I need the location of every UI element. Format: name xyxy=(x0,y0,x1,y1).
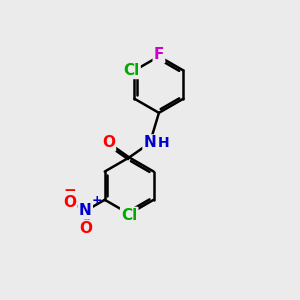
Text: H: H xyxy=(158,136,170,149)
Text: O: O xyxy=(64,194,76,209)
Text: Cl: Cl xyxy=(121,208,137,223)
Text: +: + xyxy=(92,194,102,207)
Text: F: F xyxy=(154,47,164,62)
Text: N: N xyxy=(79,203,92,218)
Text: Cl: Cl xyxy=(123,63,140,78)
Text: O: O xyxy=(79,221,92,236)
Text: −: − xyxy=(64,184,76,199)
Text: N: N xyxy=(143,135,156,150)
Text: O: O xyxy=(102,135,115,150)
